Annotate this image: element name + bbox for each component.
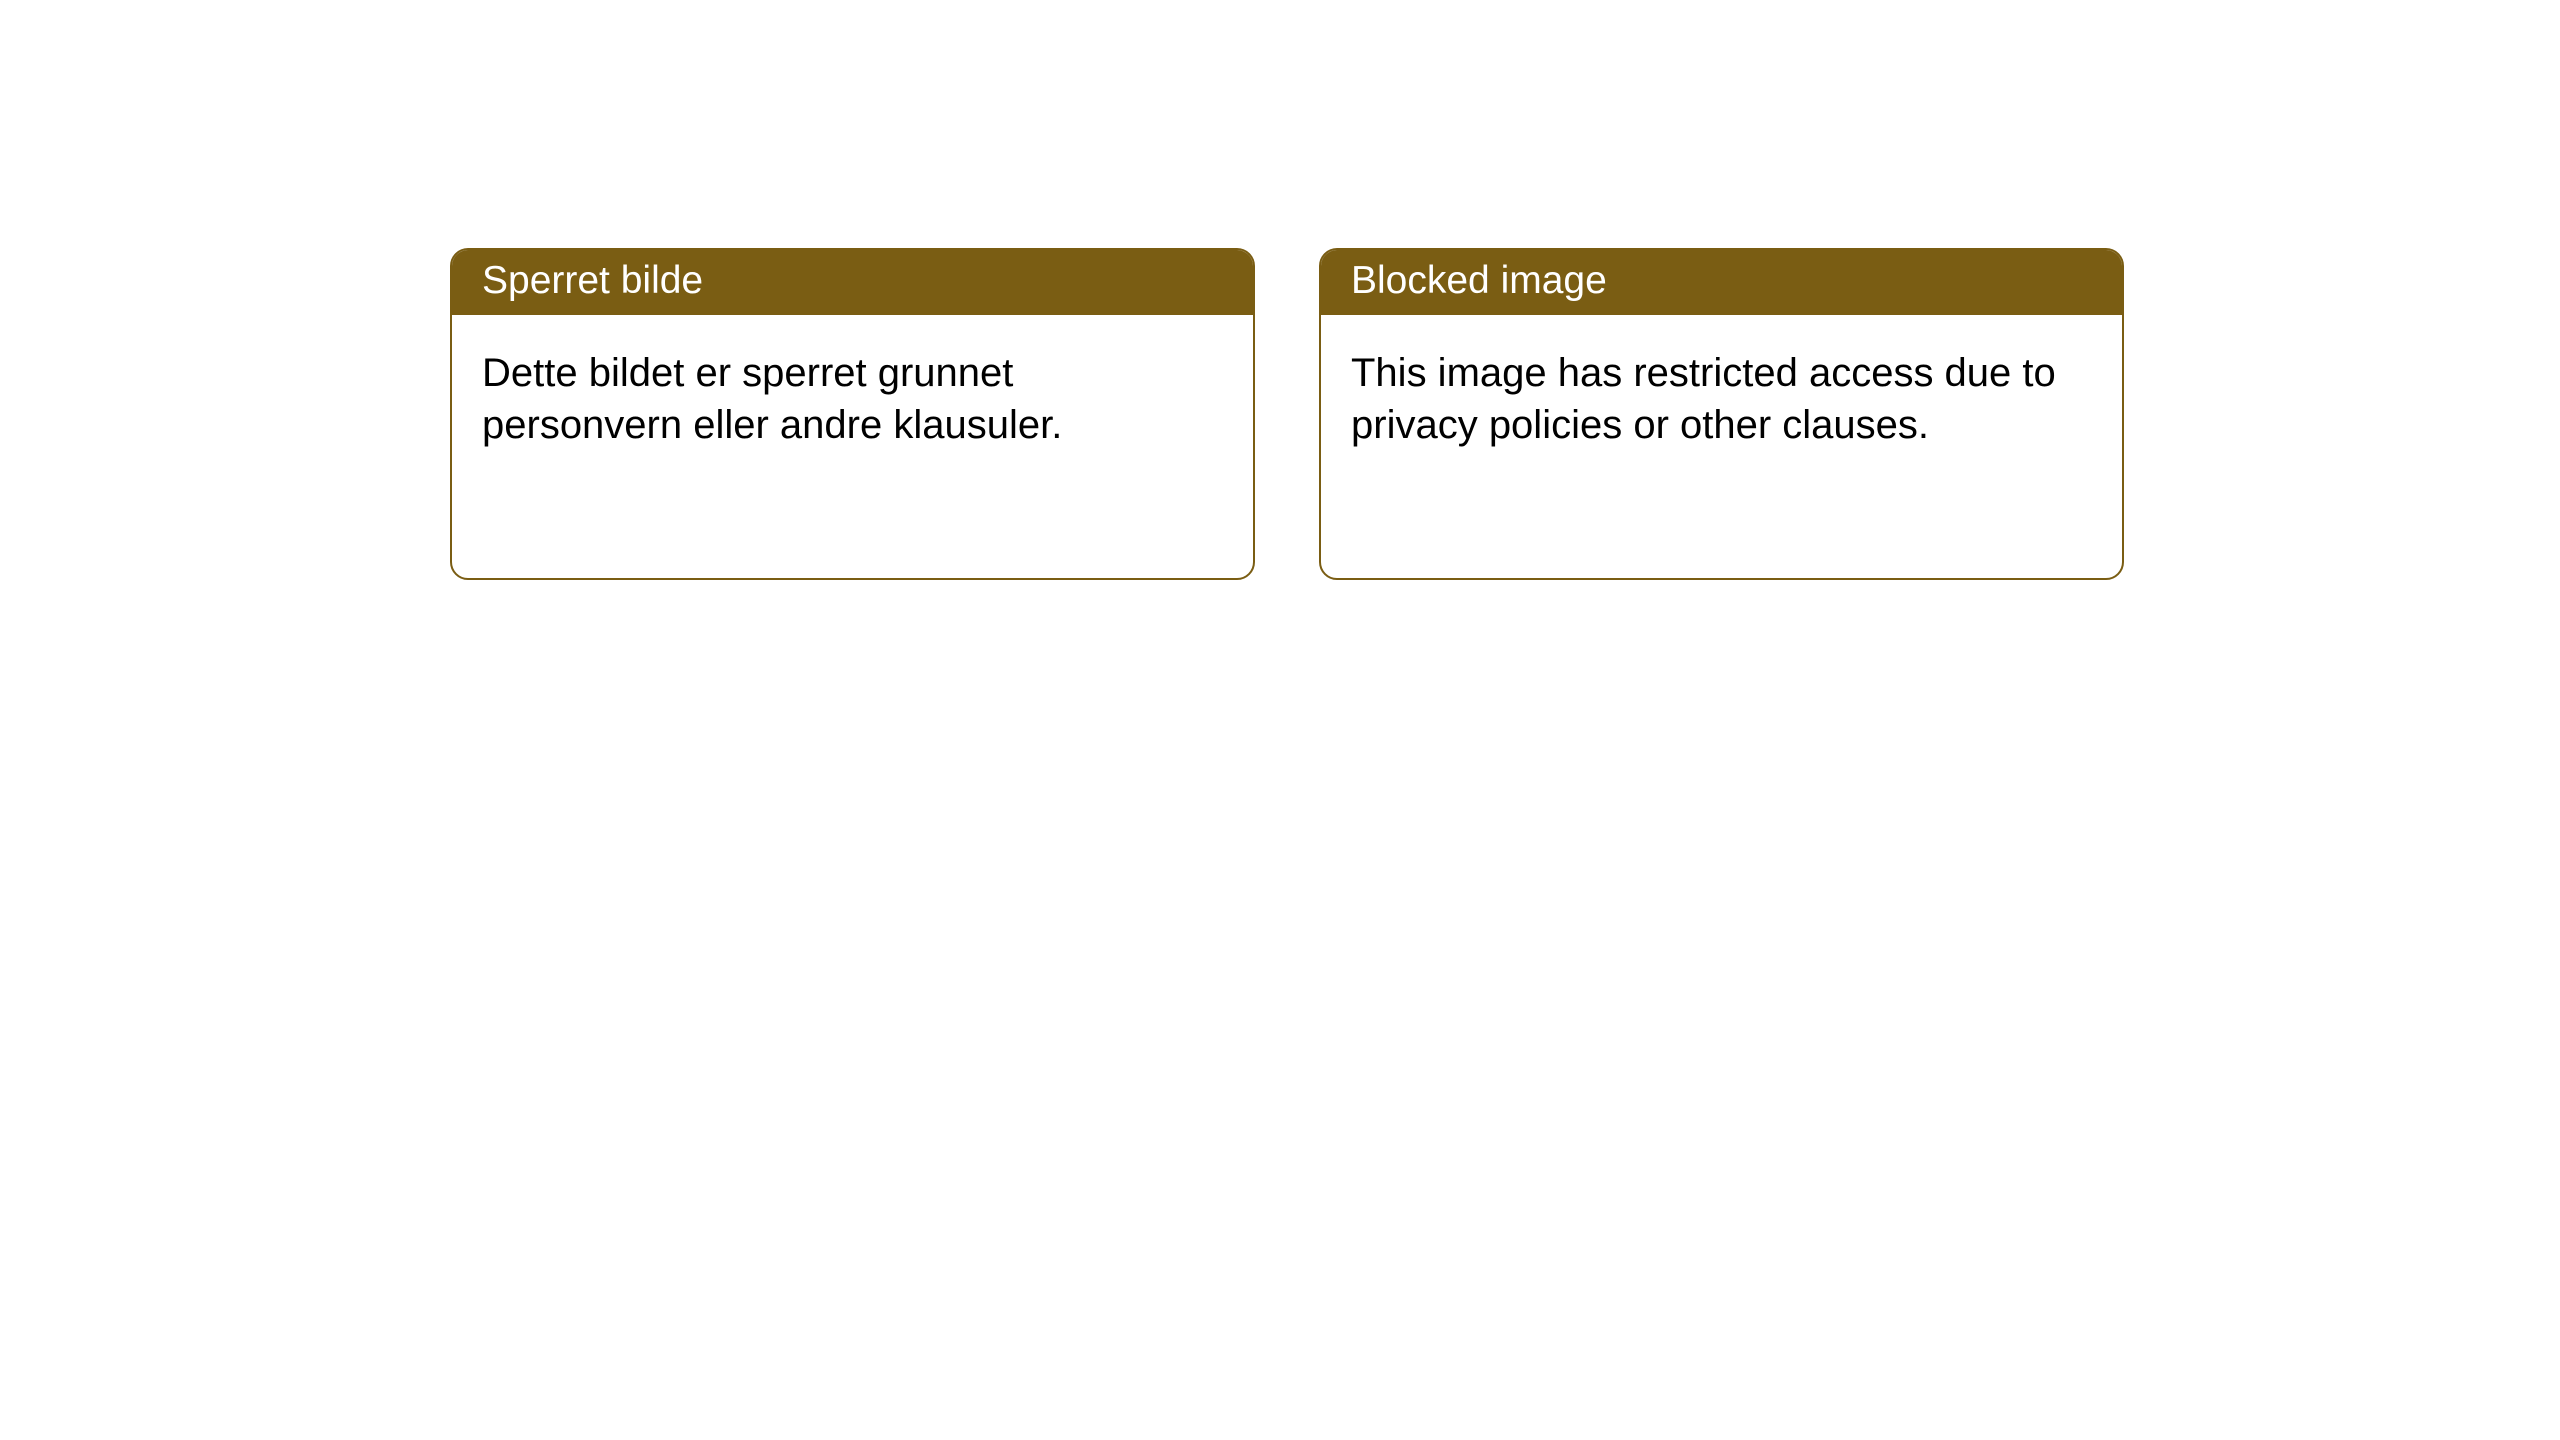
notice-header: Blocked image bbox=[1321, 250, 2122, 315]
notice-box-english: Blocked image This image has restricted … bbox=[1319, 248, 2124, 580]
notice-container: Sperret bilde Dette bildet er sperret gr… bbox=[0, 0, 2560, 580]
notice-box-norwegian: Sperret bilde Dette bildet er sperret gr… bbox=[450, 248, 1255, 580]
notice-body: Dette bildet er sperret grunnet personve… bbox=[452, 315, 1253, 483]
notice-body: This image has restricted access due to … bbox=[1321, 315, 2122, 483]
notice-header: Sperret bilde bbox=[452, 250, 1253, 315]
